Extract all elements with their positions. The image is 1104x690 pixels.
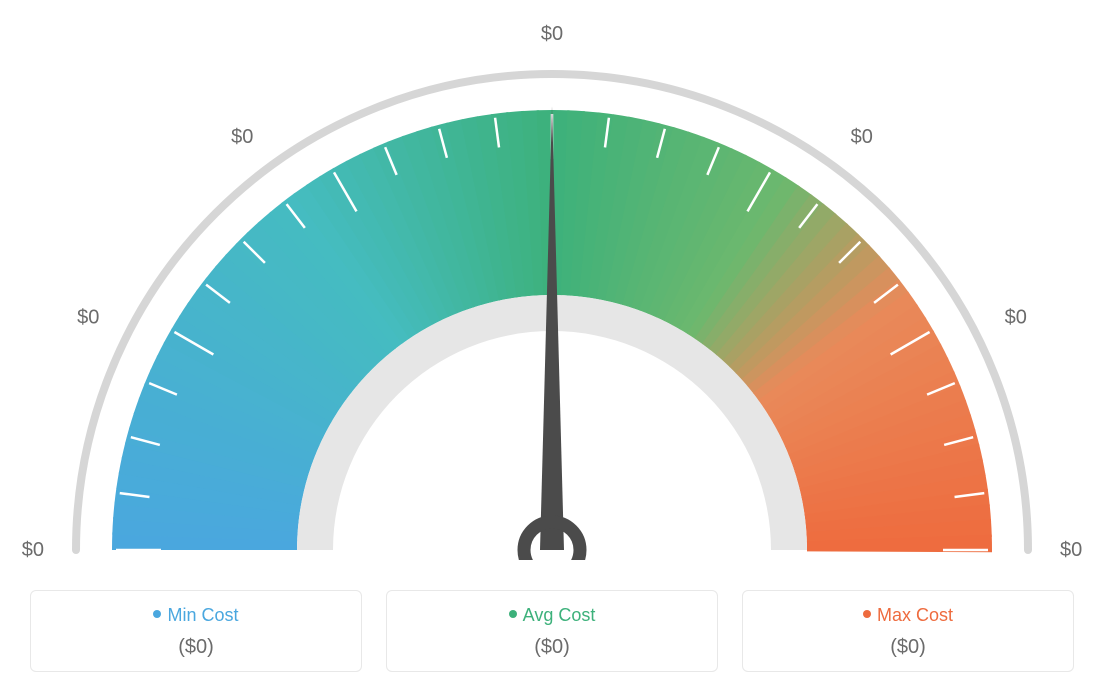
svg-text:$0: $0 [541,23,563,45]
svg-text:$0: $0 [231,126,253,148]
legend-min-title: Min Cost [43,605,349,626]
legend-min-value: ($0) [43,636,349,659]
gauge-chart: $0 $0 $0 $0 $0 $0 $0 [0,0,1104,560]
legend-row: Min Cost ($0) Avg Cost ($0) Max Cost ($0… [30,590,1074,672]
legend-card-min: Min Cost ($0) [30,590,362,672]
cost-gauge-container: $0 $0 $0 $0 $0 $0 $0 Min Cost ($0) Avg Cost ($… [0,0,1104,690]
dot-icon [153,610,161,618]
dot-icon [509,610,517,618]
svg-text:$0: $0 [22,539,44,560]
svg-text:$0: $0 [77,306,99,328]
legend-max-title: Max Cost [755,605,1061,626]
legend-min-label: Min Cost [167,605,238,625]
legend-card-max: Max Cost ($0) [742,590,1074,672]
legend-avg-label: Avg Cost [523,605,596,625]
svg-text:$0: $0 [851,126,873,148]
legend-avg-title: Avg Cost [399,605,705,626]
legend-avg-value: ($0) [399,636,705,659]
legend-max-value: ($0) [755,636,1061,659]
legend-max-label: Max Cost [877,605,953,625]
svg-text:$0: $0 [1005,306,1027,328]
legend-card-avg: Avg Cost ($0) [386,590,718,672]
svg-text:$0: $0 [1060,539,1082,560]
dot-icon [863,610,871,618]
